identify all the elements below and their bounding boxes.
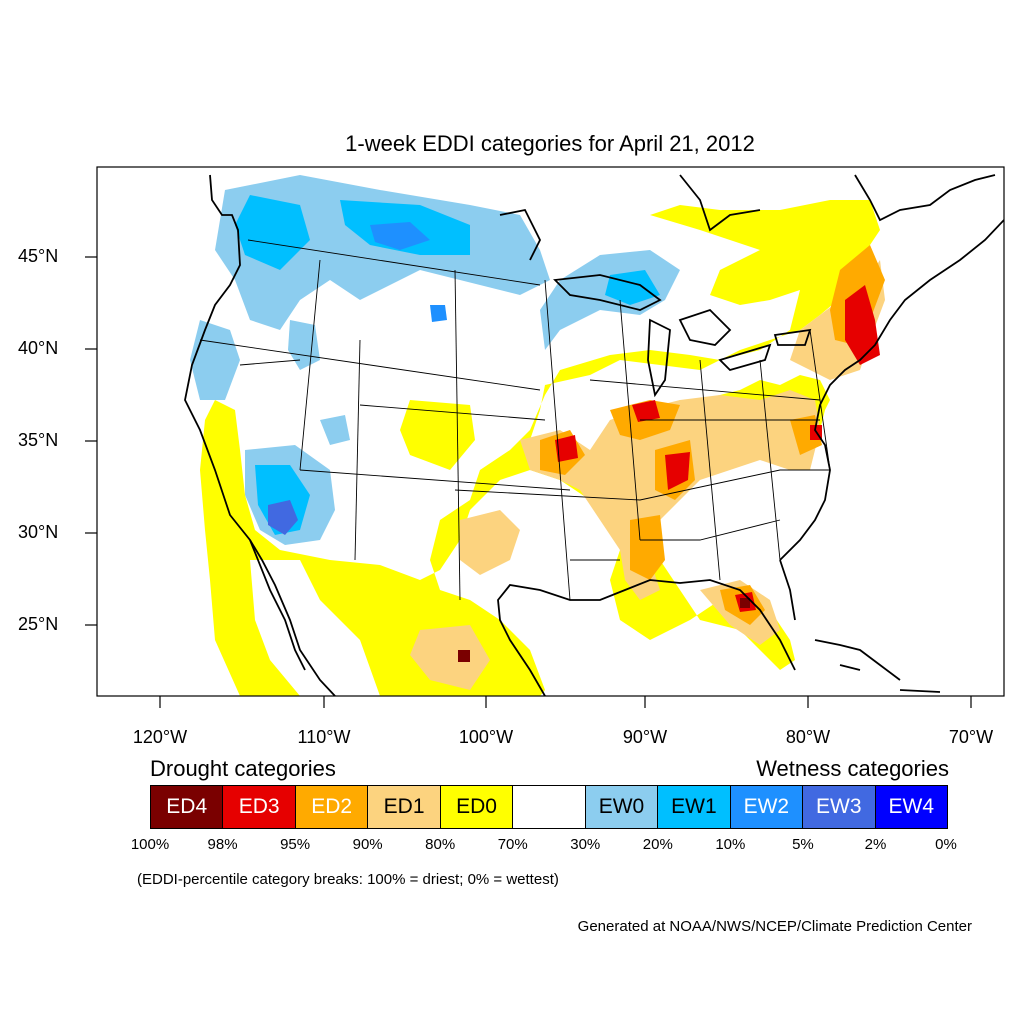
legend-break-label: 0% [935, 836, 957, 853]
legend-box-ew4: EW4 [875, 786, 947, 828]
wet-areas [190, 175, 680, 545]
category-note: (EDDI-percentile category breaks: 100% =… [137, 871, 559, 888]
legend-colorbar: ED4 ED3 ED2 ED1 ED0 EW0 EW1 EW2 EW3 EW4 [150, 785, 948, 829]
legend-box-ed2: ED2 [295, 786, 369, 828]
coastlines [184, 174, 1004, 696]
legend-box-ew2: EW2 [730, 786, 804, 828]
map-title: 1-week EDDI categories for April 21, 201… [345, 131, 755, 156]
dry-areas [200, 200, 885, 696]
legend-box-neutral [513, 786, 586, 828]
lat-label-30: 30°N [18, 522, 59, 542]
lat-label-40: 40°N [18, 338, 59, 358]
lat-label-45: 45°N [18, 246, 59, 266]
legend-break-label: 95% [280, 836, 311, 853]
lat-label-35: 35°N [18, 430, 59, 450]
great-lakes [499, 174, 812, 398]
lat-ticks [85, 256, 97, 626]
legend-break-label: 30% [570, 836, 601, 853]
lon-label-110: 110°W [297, 727, 351, 747]
legend-break-label: 80% [425, 836, 456, 853]
lon-label-120: 120°W [132, 727, 188, 747]
lon-label-90: 90°W [622, 727, 668, 747]
legend-break-label: 5% [792, 836, 814, 853]
legend-box-ew0: EW0 [585, 786, 659, 828]
caribbean-islands [814, 639, 941, 693]
legend-break-label: 70% [497, 836, 528, 853]
lon-label-80: 80°W [785, 727, 831, 747]
legend-break-label: 100% [130, 836, 170, 853]
drought-heading: Drought categories [150, 756, 336, 781]
legend-break-label: 10% [715, 836, 746, 853]
state-borders [199, 239, 831, 601]
legend-box-ed1: ED1 [368, 786, 441, 828]
legend-break-label: 20% [642, 836, 673, 853]
lon-ticks [159, 696, 972, 708]
legend-break-label: 98% [207, 836, 238, 853]
map-frame [96, 166, 1005, 697]
lat-label-25: 25°N [18, 614, 59, 634]
legend-box-ed3: ED3 [223, 786, 296, 828]
legend-box-ew3: EW3 [803, 786, 876, 828]
lon-label-100: 100°W [458, 727, 514, 747]
legend-break-label: 90% [352, 836, 383, 853]
wetness-heading: Wetness categories [756, 756, 949, 781]
lon-label-70: 70°W [948, 727, 994, 747]
legend-box-ed4: ED4 [151, 786, 224, 828]
legend-box-ed0: ED0 [440, 786, 514, 828]
legend-box-ew1: EW1 [658, 786, 731, 828]
legend-break-label: 2% [864, 836, 887, 853]
map-plot-area [97, 174, 1004, 696]
credit-line: Generated at NOAA/NWS/NCEP/Climate Predi… [577, 918, 972, 935]
